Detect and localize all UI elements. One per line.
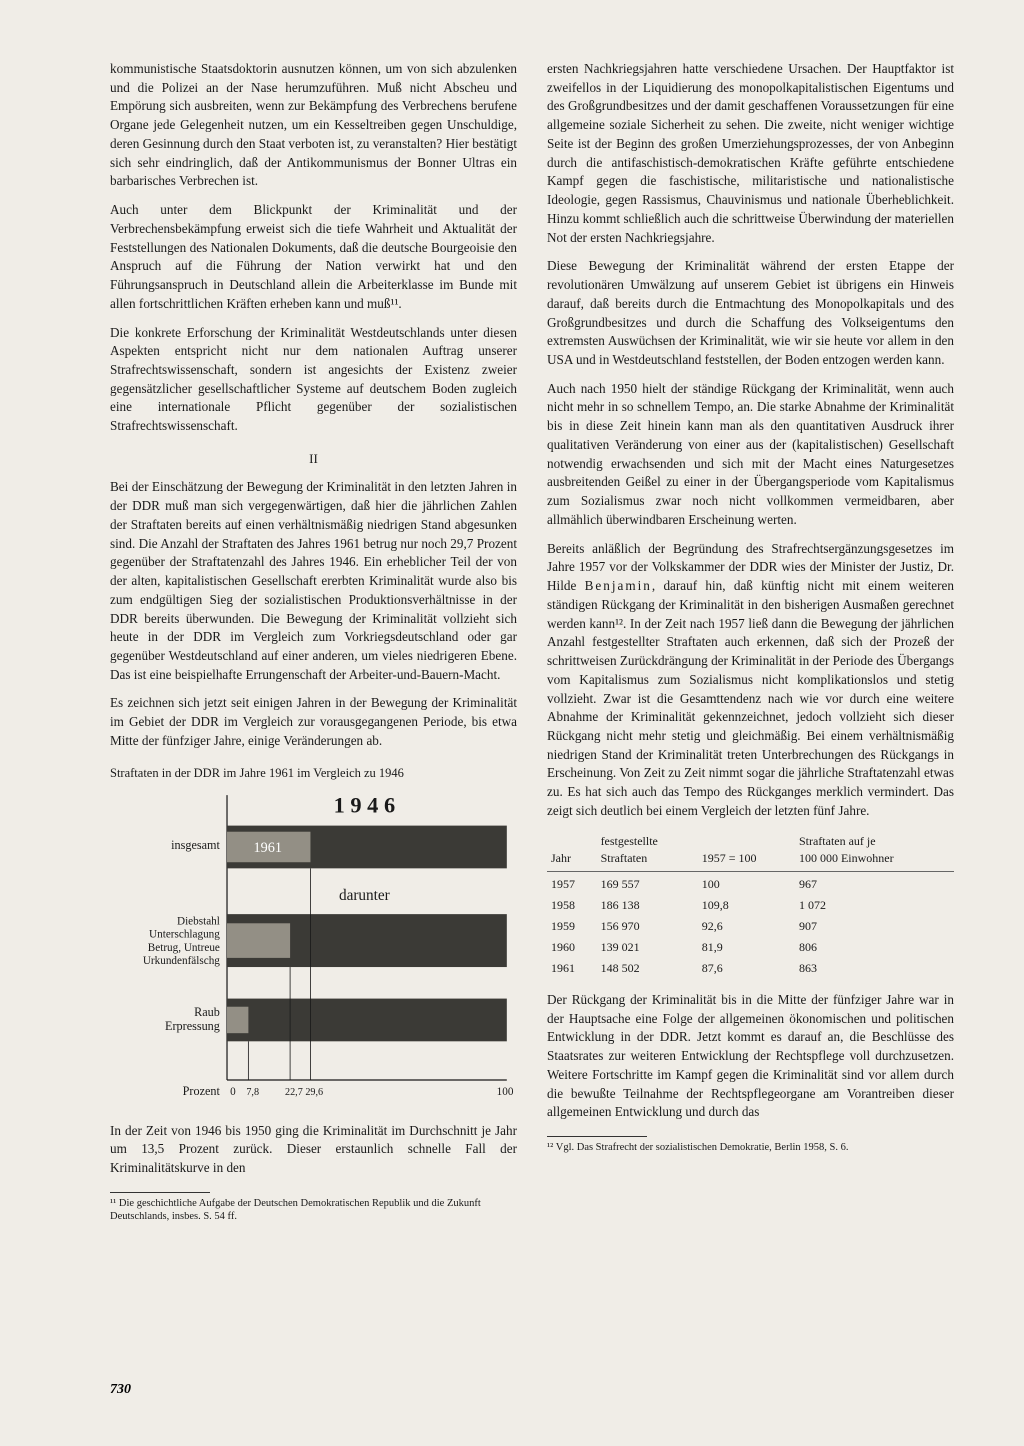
- table-cell: 1957: [547, 871, 597, 895]
- svg-text:1961: 1961: [253, 841, 281, 857]
- table-row: 1961148 50287,6863: [547, 958, 954, 979]
- chart-svg: 1 9 4 6 1961 insgesamt darunter Diebstah…: [110, 790, 517, 1105]
- right-column: ersten Nachkriegsjahren hatte verschiede…: [547, 60, 954, 1406]
- chart-title: Straftaten in der DDR im Jahre 1961 im V…: [110, 765, 517, 783]
- table-cell: 1958: [547, 895, 597, 916]
- table-row: 1958186 138109,81 072: [547, 895, 954, 916]
- chart-header: 1 9 4 6: [334, 793, 396, 818]
- svg-text:Raub: Raub: [194, 1005, 220, 1019]
- svg-text:insgesamt: insgesamt: [171, 838, 220, 852]
- page-number: 730: [110, 1382, 131, 1398]
- table-row: 1959156 97092,6907: [547, 916, 954, 937]
- svg-text:0: 0: [230, 1087, 236, 1099]
- svg-text:darunter: darunter: [339, 887, 390, 904]
- paragraph: Auch nach 1950 hielt der ständige Rückga…: [547, 380, 954, 530]
- table-header: festgestellte Straftaten: [597, 831, 698, 872]
- table-header: 1957 = 100: [698, 831, 795, 872]
- table-cell: 967: [795, 871, 954, 895]
- footnote-rule: [110, 1192, 210, 1193]
- table-cell: 109,8: [698, 895, 795, 916]
- svg-text:Urkundenfälschg: Urkundenfälschg: [143, 955, 220, 967]
- table-cell: 92,6: [698, 916, 795, 937]
- table-cell: 186 138: [597, 895, 698, 916]
- paragraph: In der Zeit von 1946 bis 1950 ging die K…: [110, 1122, 517, 1178]
- table-cell: 139 021: [597, 937, 698, 958]
- table-cell: 806: [795, 937, 954, 958]
- table-cell: 1 072: [795, 895, 954, 916]
- table-cell: 87,6: [698, 958, 795, 979]
- table-cell: 863: [795, 958, 954, 979]
- svg-text:100: 100: [497, 1087, 514, 1099]
- table-cell: 1959: [547, 916, 597, 937]
- bar-chart: 1 9 4 6 1961 insgesamt darunter Diebstah…: [110, 790, 517, 1111]
- table-row: 1957169 557100967: [547, 871, 954, 895]
- table-cell: 81,9: [698, 937, 795, 958]
- paragraph: Die konkrete Erforschung der Kriminalitä…: [110, 324, 517, 436]
- footnote: ¹¹ Die geschichtliche Aufgabe der Deutsc…: [110, 1197, 517, 1224]
- table-header: Jahr: [547, 831, 597, 872]
- paragraph: Der Rückgang der Kriminalität bis in die…: [547, 991, 954, 1122]
- footnote-rule: [547, 1136, 647, 1137]
- svg-text:Betrug, Untreue: Betrug, Untreue: [148, 942, 220, 954]
- paragraph: ersten Nachkriegsjahren hatte verschiede…: [547, 60, 954, 247]
- table-cell: 1960: [547, 937, 597, 958]
- paragraph: Diese Bewegung der Kriminalität während …: [547, 257, 954, 369]
- svg-text:22,7: 22,7: [285, 1088, 303, 1099]
- person-name: Benjamin: [585, 578, 652, 593]
- table-cell: 100: [698, 871, 795, 895]
- paragraph: Auch unter dem Blickpunkt der Kriminalit…: [110, 201, 517, 313]
- table-cell: 1961: [547, 958, 597, 979]
- footnote: ¹² Vgl. Das Strafrecht der sozialistisch…: [547, 1141, 954, 1155]
- table-cell: 907: [795, 916, 954, 937]
- paragraph: Es zeichnen sich jetzt seit einigen Jahr…: [110, 694, 517, 750]
- svg-text:Erpressung: Erpressung: [165, 1020, 220, 1034]
- paragraph: Bereits anläßlich der Begründung des Str…: [547, 540, 954, 821]
- section-number: II: [110, 450, 517, 468]
- svg-text:7,8: 7,8: [246, 1088, 259, 1099]
- table-header: Straftaten auf je 100 000 Einwohner: [795, 831, 954, 872]
- table-cell: 148 502: [597, 958, 698, 979]
- table-cell: 156 970: [597, 916, 698, 937]
- svg-text:Diebstahl: Diebstahl: [177, 916, 220, 928]
- table-cell: 169 557: [597, 871, 698, 895]
- paragraph: kommunistische Staatsdoktorin ausnutzen …: [110, 60, 517, 191]
- svg-text:Unterschlagung: Unterschlagung: [149, 929, 220, 941]
- svg-text:29,6: 29,6: [305, 1088, 323, 1099]
- table-row: 1960139 02181,9806: [547, 937, 954, 958]
- statistics-table: Jahr festgestellte Straftaten 1957 = 100…: [547, 831, 954, 979]
- paragraph: Bei der Einschätzung der Bewegung der Kr…: [110, 478, 517, 684]
- svg-text:Prozent: Prozent: [183, 1085, 221, 1099]
- left-column: kommunistische Staatsdoktorin ausnutzen …: [110, 60, 517, 1406]
